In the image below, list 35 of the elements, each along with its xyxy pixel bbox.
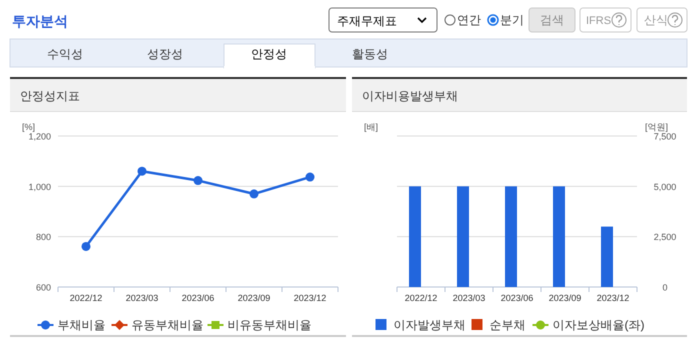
y2-tick-label: 7,500 — [654, 132, 676, 142]
x-tick-label: 2022/12 — [70, 293, 102, 303]
page-controls: 투자분석 주재무제표 연간 분기 검색 IFRS 산식 수익성 성장성 안정성 활동성 — [10, 8, 688, 69]
legend-label: 유동부채비율 — [132, 318, 204, 332]
x-tick-label: 2023/09 — [238, 293, 270, 303]
point — [138, 166, 146, 176]
y-tick-label: 1,200 — [28, 132, 51, 142]
legend-label: 이자발생부채 — [394, 318, 466, 332]
y2-tick-label: 0 — [662, 282, 668, 292]
chart-title: 안정성지표 — [20, 89, 80, 103]
point — [194, 176, 202, 186]
x-tick-label: 2023/12 — [596, 293, 630, 303]
y-tick-label: 1,000 — [28, 182, 51, 192]
x-tick-label: 2023/06 — [500, 293, 534, 303]
y-tick-label: 600 — [36, 282, 51, 292]
legend-label: 부채비율 — [58, 318, 106, 332]
x-tick-label: 2022/12 — [404, 293, 438, 303]
x-tick-label: 2023/03 — [452, 293, 486, 303]
y2-tick-label: 5,000 — [654, 182, 676, 192]
x-tick-label: 2023/06 — [182, 293, 214, 303]
point — [250, 189, 258, 198]
y2-axis-title: [억원] — [645, 122, 668, 132]
x-tick-label: 2023/09 — [548, 293, 582, 303]
point — [82, 242, 90, 251]
y-tick-label: 800 — [36, 232, 51, 242]
chart-title: 이자비용발생부채 — [362, 89, 458, 103]
legend-label: 순부채 — [490, 318, 526, 332]
legend-label: 비유동부채비율 — [228, 318, 312, 332]
point — [306, 172, 314, 182]
y-axis-title: [%] — [22, 122, 36, 132]
y2-tick-label: 2,500 — [654, 232, 676, 242]
x-tick-label: 2023/12 — [294, 293, 326, 303]
legend-label: 이자보상배율(좌) — [552, 318, 644, 332]
x-tick-label: 2023/03 — [126, 293, 158, 303]
y-axis-title: [배] — [364, 122, 378, 132]
